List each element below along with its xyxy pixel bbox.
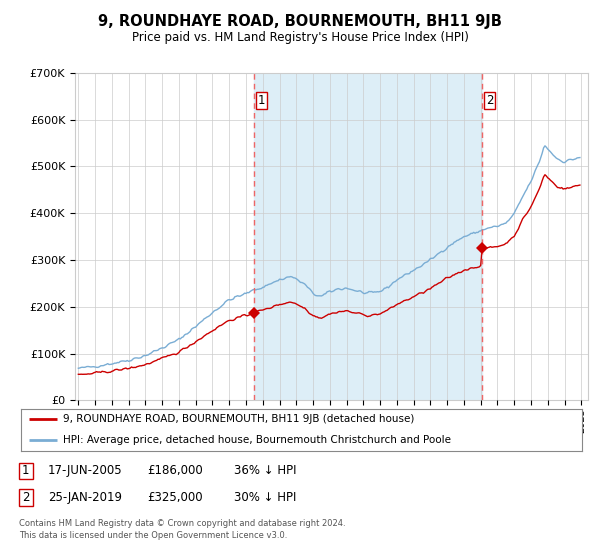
Text: £186,000: £186,000	[147, 464, 203, 478]
Text: 36% ↓ HPI: 36% ↓ HPI	[234, 464, 296, 478]
Text: 1: 1	[258, 94, 266, 107]
Text: This data is licensed under the Open Government Licence v3.0.: This data is licensed under the Open Gov…	[19, 531, 287, 540]
Text: HPI: Average price, detached house, Bournemouth Christchurch and Poole: HPI: Average price, detached house, Bour…	[63, 435, 451, 445]
Text: 17-JUN-2005: 17-JUN-2005	[48, 464, 122, 478]
Text: 2: 2	[486, 94, 494, 107]
Text: 2: 2	[22, 491, 29, 505]
Text: Contains HM Land Registry data © Crown copyright and database right 2024.: Contains HM Land Registry data © Crown c…	[19, 519, 346, 528]
Text: £325,000: £325,000	[147, 491, 203, 505]
Text: Price paid vs. HM Land Registry's House Price Index (HPI): Price paid vs. HM Land Registry's House …	[131, 31, 469, 44]
Text: 25-JAN-2019: 25-JAN-2019	[48, 491, 122, 505]
Bar	[254, 73, 482, 400]
Text: 9, ROUNDHAYE ROAD, BOURNEMOUTH, BH11 9JB: 9, ROUNDHAYE ROAD, BOURNEMOUTH, BH11 9JB	[98, 14, 502, 29]
Text: 9, ROUNDHAYE ROAD, BOURNEMOUTH, BH11 9JB (detached house): 9, ROUNDHAYE ROAD, BOURNEMOUTH, BH11 9JB…	[63, 414, 415, 424]
Text: 1: 1	[22, 464, 29, 478]
Text: 30% ↓ HPI: 30% ↓ HPI	[234, 491, 296, 505]
